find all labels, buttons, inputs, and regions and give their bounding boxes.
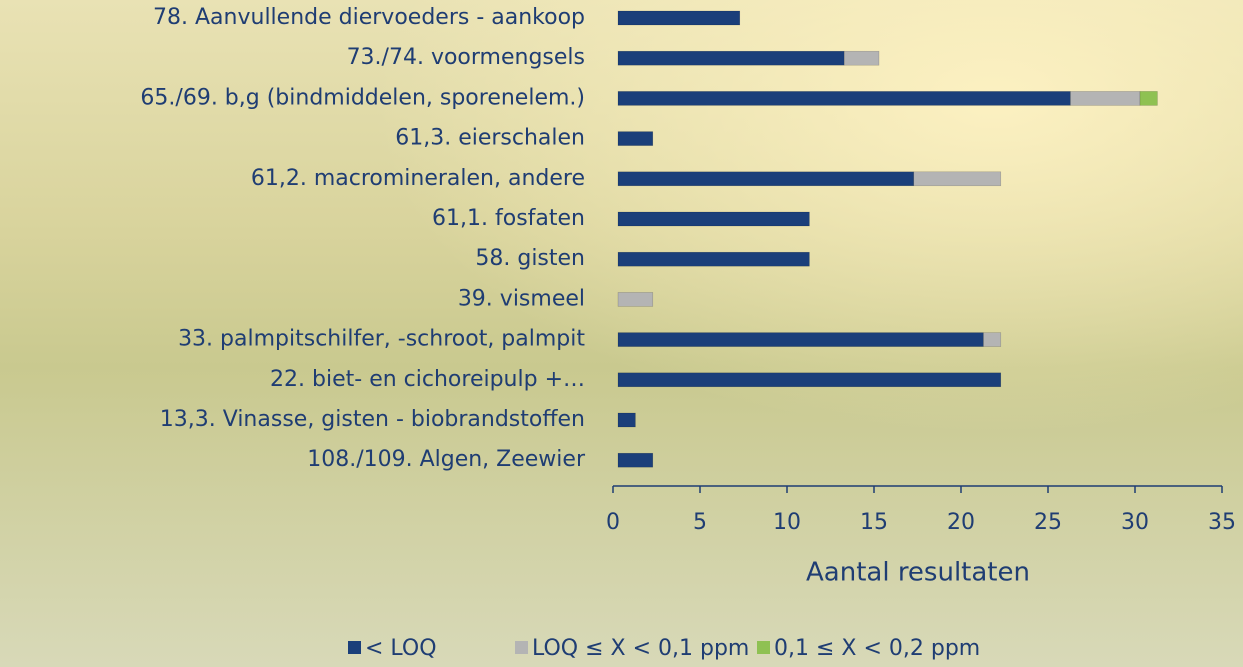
category-label: 108./109. Algen, Zeewier (307, 447, 586, 472)
x-tick-label: 10 (773, 510, 801, 535)
bar-segment (983, 332, 1002, 347)
category-label: 13,3. Vinasse, gisten - biobrandstoffen (160, 407, 585, 432)
x-tick-label: 15 (860, 510, 888, 535)
bar-segment (843, 50, 880, 66)
x-tick-label: 30 (1121, 510, 1149, 535)
category-label: 39. vismeel (458, 286, 585, 311)
legend-swatch (515, 641, 528, 654)
bar-segment (617, 372, 1002, 388)
legend-swatch (757, 641, 770, 654)
category-label: 61,3. eierschalen (395, 126, 585, 151)
category-label: 73./74. voormengsels (347, 45, 585, 70)
bar-segment (617, 171, 915, 187)
legend-label: < LOQ (365, 636, 437, 661)
bar-segment (617, 332, 984, 347)
x-tick-label: 20 (947, 510, 975, 535)
category-label: 65./69. b,g (bindmiddelen, sporenelem.) (140, 85, 585, 110)
x-axis-title: Aantal resultaten (806, 558, 1030, 588)
category-label: 61,1. fosfaten (432, 206, 585, 231)
x-tick-label: 0 (606, 510, 620, 535)
category-label: 22. biet- en cichoreipulp +… (270, 367, 585, 392)
legend-label: 0,1 ≤ X < 0,2 ppm (774, 636, 980, 661)
category-label: 33. palmpitschilfer, -schroot, palmpit (178, 327, 585, 352)
bar-segment (617, 91, 1071, 106)
bar-segment (617, 50, 845, 66)
bar-segment (617, 292, 654, 307)
category-label: 58. gisten (475, 246, 585, 271)
x-tick-label: 35 (1208, 510, 1236, 535)
legend-swatch (348, 641, 361, 654)
legend-label: LOQ ≤ X < 0,1 ppm (532, 636, 749, 661)
bar-segment (617, 10, 741, 26)
bar-segment (617, 211, 810, 227)
x-tick-label: 5 (693, 510, 707, 535)
x-tick-label: 25 (1034, 510, 1062, 535)
bar-segment (1139, 91, 1158, 106)
bar-segment (617, 251, 810, 267)
category-label: 78. Aanvullende diervoeders - aankoop (153, 5, 585, 30)
bar-segment (913, 171, 1002, 187)
bar-segment (1070, 91, 1141, 106)
bar-segment (617, 412, 636, 428)
bar-segment (617, 131, 654, 146)
bar-segment (617, 452, 654, 468)
category-label: 61,2. macromineralen, andere (251, 166, 585, 191)
